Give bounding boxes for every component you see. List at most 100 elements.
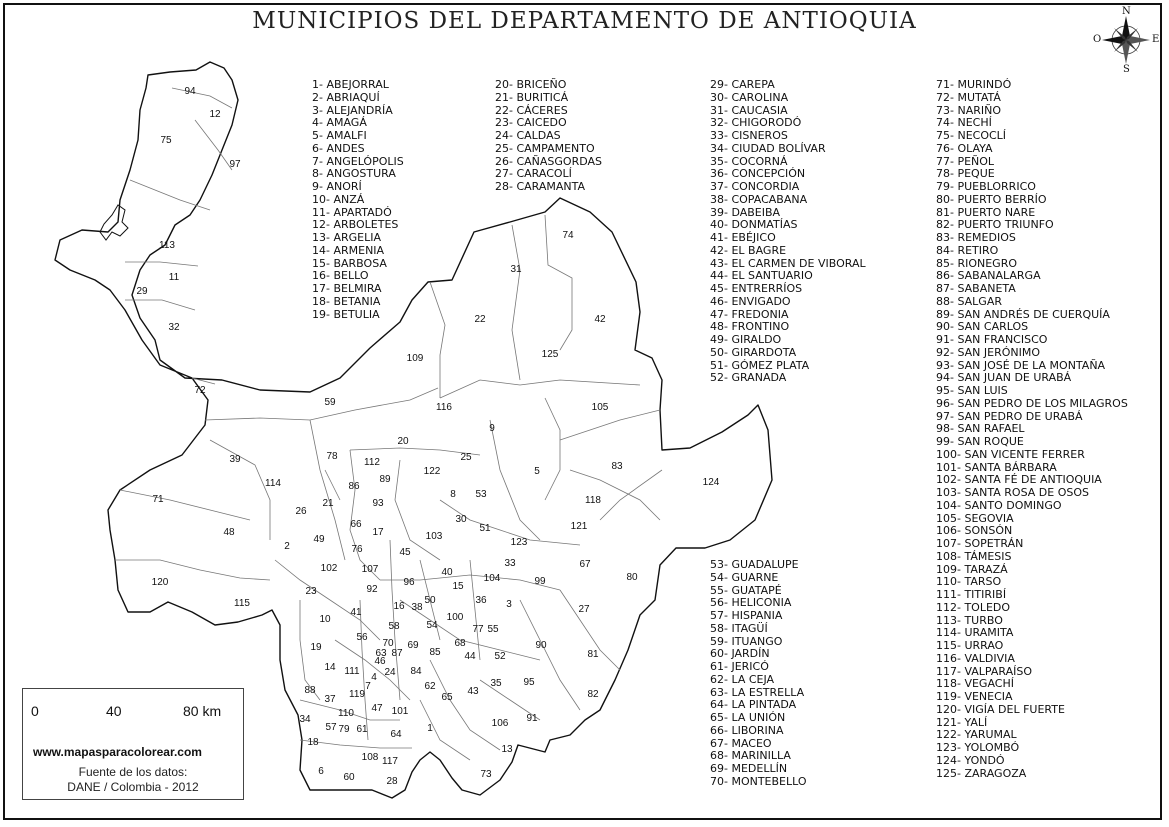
map-label-90: 90 bbox=[535, 640, 547, 651]
legend-entry: 24- CALDAS bbox=[495, 129, 561, 142]
map-label-36: 36 bbox=[475, 595, 487, 606]
map-label-49: 49 bbox=[313, 534, 325, 545]
map-label-121: 121 bbox=[571, 521, 588, 532]
legend-entry: 76- OLAYA bbox=[936, 141, 993, 155]
legend-entry: 39- DABEIBA bbox=[710, 205, 781, 219]
compass-west-label: O bbox=[1093, 34, 1102, 45]
map-label-95: 95 bbox=[523, 677, 535, 688]
map-label-19: 19 bbox=[310, 642, 322, 653]
map-label-3: 3 bbox=[506, 599, 512, 610]
map-label-96: 96 bbox=[403, 577, 415, 588]
map-label-97: 97 bbox=[229, 159, 241, 170]
legend-entry: 46- ENVIGADO bbox=[710, 294, 791, 308]
map-label-108: 108 bbox=[362, 752, 379, 763]
map-label-11: 11 bbox=[169, 272, 180, 283]
legend-entry: 53- GUADALUPE bbox=[710, 558, 799, 571]
legend-entry: 112- TOLEDO bbox=[936, 600, 1011, 614]
legend-entry: 121- YALÍ bbox=[936, 715, 988, 729]
compass-rose bbox=[1102, 16, 1150, 64]
map-label-116: 116 bbox=[436, 402, 452, 413]
legend-entry: 120- VIGÍA DEL FUERTE bbox=[936, 702, 1065, 716]
legend-entry: 69- MEDELLÍN bbox=[710, 762, 788, 775]
legend-entry: 98- SAN RAFAEL bbox=[936, 422, 1025, 436]
map-label-83: 83 bbox=[611, 461, 623, 472]
map-label-86: 86 bbox=[348, 481, 360, 492]
legend-entry: 78- PEQUE bbox=[936, 167, 995, 181]
map-label-112: 112 bbox=[364, 457, 380, 468]
legend-entry: 75- NECOCLÍ bbox=[936, 129, 1007, 142]
legend-entry: 65- LA UNIÓN bbox=[710, 711, 786, 724]
map-label-106: 106 bbox=[492, 718, 509, 729]
legend-entry: 48- FRONTINO bbox=[710, 320, 790, 334]
legend-entry: 89- SAN ANDRÉS DE CUERQUÍA bbox=[936, 307, 1110, 321]
map-label-38: 38 bbox=[411, 602, 423, 613]
map-label-72: 72 bbox=[194, 385, 206, 396]
map-label-92: 92 bbox=[366, 584, 378, 595]
legend-entry: 37- CONCORDIA bbox=[710, 180, 800, 193]
map-frame bbox=[3, 3, 1162, 820]
legend-entry: 4- AMAGÁ bbox=[312, 116, 367, 130]
legend-entry: 20- BRICEÑO bbox=[495, 78, 567, 91]
legend-entry: 101- SANTA BÁRBARA bbox=[936, 460, 1057, 474]
map-label-101: 101 bbox=[392, 706, 409, 717]
legend-entry: 118- VEGACHÍ bbox=[936, 677, 1014, 691]
map-label-30: 30 bbox=[455, 514, 467, 525]
map-label-63: 63 bbox=[375, 648, 387, 659]
legend-entry: 105- SEGOVIA bbox=[936, 511, 1014, 525]
legend-entry: 18- BETANIA bbox=[312, 294, 381, 308]
map-label-109: 109 bbox=[407, 353, 424, 364]
map-label-76: 76 bbox=[351, 544, 363, 555]
map-label-110: 110 bbox=[338, 708, 354, 719]
map-label-37: 37 bbox=[324, 694, 336, 705]
legend-entry: 36- CONCEPCIÓN bbox=[710, 167, 806, 181]
map-label-107: 107 bbox=[362, 564, 379, 575]
legend-entry: 116- VALDIVIA bbox=[936, 651, 1015, 665]
legend-entry: 35- COCORNÁ bbox=[710, 154, 788, 168]
legend-entry: 50- GIRARDOTA bbox=[710, 345, 797, 359]
legend-entry: 44- EL SANTUARIO bbox=[710, 269, 813, 283]
legend-entry: 38- COPACABANA bbox=[710, 192, 808, 206]
map-label-59: 59 bbox=[324, 397, 336, 408]
map-label-55: 55 bbox=[487, 624, 499, 635]
map-title: MUNICIPIOS DEL DEPARTAMENTO DE ANTIOQUIA bbox=[252, 8, 917, 34]
map-label-119: 119 bbox=[349, 689, 365, 700]
source-label: Fuente de los datos: bbox=[78, 765, 188, 779]
legend-entry: 109- TARAZÁ bbox=[936, 562, 1008, 576]
map-label-57: 57 bbox=[325, 722, 337, 733]
map-label-43: 43 bbox=[467, 686, 479, 697]
legend-column-3: 29- CAREPA 30- CAROLINA 31- CAUCASIA 32- CH… bbox=[710, 78, 866, 385]
map-label-32: 32 bbox=[168, 322, 180, 333]
map-label-99: 99 bbox=[534, 576, 546, 587]
legend-entry: 62- LA CEJA bbox=[710, 672, 775, 686]
legend-entry: 9- ANORÍ bbox=[312, 180, 362, 193]
map-label-65: 65 bbox=[441, 692, 453, 703]
map-label-60: 60 bbox=[343, 772, 355, 783]
municipality-labels: 94 12 75 97 113 11 29 32 72 59 109 116 2… bbox=[136, 86, 719, 787]
map-label-69: 69 bbox=[407, 640, 419, 651]
legend-entry: 90- SAN CARLOS bbox=[936, 320, 1029, 334]
compass-south-label: S bbox=[1123, 64, 1130, 75]
map-label-41: 41 bbox=[350, 607, 362, 618]
map-label-74: 74 bbox=[562, 230, 574, 241]
legend-entry: 23- CAICEDO bbox=[495, 116, 567, 130]
legend-entry: 64- LA PINTADA bbox=[710, 698, 797, 712]
legend-entry: 25- CAMPAMENTO bbox=[495, 141, 595, 155]
legend-entry: 61- JERICÓ bbox=[710, 660, 769, 673]
scale-tick-40: 40 bbox=[106, 703, 122, 719]
map-label-94: 94 bbox=[184, 86, 196, 97]
legend-entry: 113- TURBO bbox=[936, 613, 1003, 627]
map-label-77: 77 bbox=[472, 624, 484, 635]
map-label-16: 16 bbox=[393, 601, 405, 612]
legend-entry: 106- SONSÓN bbox=[936, 524, 1013, 538]
legend-entry: 115- URRAO bbox=[936, 639, 1004, 652]
map-label-5: 5 bbox=[534, 466, 540, 477]
legend-entry: 15- BARBOSA bbox=[312, 256, 387, 270]
map-label-23: 23 bbox=[305, 586, 317, 597]
legend-entry: 12- ARBOLETES bbox=[312, 218, 399, 232]
map-label-24: 24 bbox=[384, 667, 396, 678]
map-label-17: 17 bbox=[372, 527, 384, 538]
legend-entry: 124- YONDÓ bbox=[936, 753, 1005, 767]
legend-entry: 8- ANGOSTURA bbox=[312, 167, 396, 181]
legend-entry: 91- SAN FRANCISCO bbox=[936, 333, 1048, 346]
legend-entry: 85- RIONEGRO bbox=[936, 256, 1018, 270]
